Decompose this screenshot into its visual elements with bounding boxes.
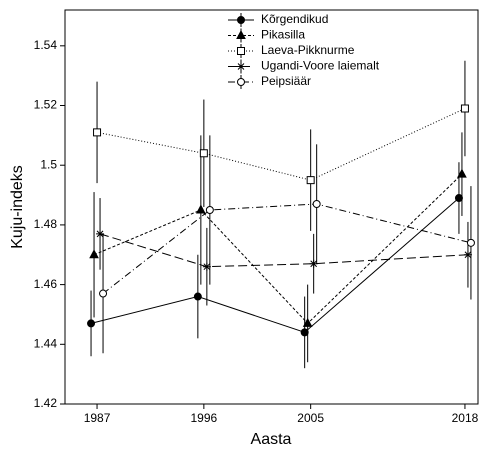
- marker: [99, 289, 108, 298]
- series-line: [96, 108, 466, 181]
- series-line: [93, 173, 463, 325]
- marker: [87, 319, 96, 328]
- y-axis-label: Kuju-indeks: [9, 165, 26, 249]
- y-tick-label: 1.48: [34, 217, 58, 231]
- y-tick-label: 1.52: [34, 98, 58, 112]
- marker: [312, 200, 321, 209]
- x-tick-label: 2005: [297, 411, 324, 425]
- marker: [466, 238, 475, 247]
- y-tick-label: 1.44: [34, 336, 58, 350]
- x-tick-label: 1987: [84, 411, 111, 425]
- marker: [89, 249, 99, 259]
- x-tick-label: 2018: [452, 411, 479, 425]
- marker: [306, 176, 315, 185]
- marker: [309, 259, 318, 268]
- x-axis-label: Aasta: [251, 431, 292, 448]
- marker: [302, 317, 313, 327]
- legend-label: Pikasilla: [261, 28, 305, 42]
- marker: [237, 16, 245, 24]
- marker: [205, 205, 214, 214]
- marker: [454, 194, 463, 203]
- marker: [460, 104, 469, 113]
- y-tick-label: 1.42: [34, 396, 58, 410]
- y-tick-label: 1.46: [34, 277, 58, 291]
- series-line: [102, 203, 472, 294]
- y-tick-label: 1.5: [40, 157, 57, 171]
- marker: [96, 229, 105, 238]
- marker: [237, 62, 245, 71]
- marker: [457, 168, 467, 178]
- series-line: [90, 197, 460, 333]
- legend-label: Laeva-Pikknurme: [261, 43, 355, 57]
- y-tick-label: 1.54: [34, 38, 58, 52]
- legend-label: Peipsiäär: [261, 74, 311, 88]
- marker: [196, 204, 206, 214]
- marker: [237, 78, 245, 86]
- marker: [463, 250, 472, 259]
- legend-label: Kõrgendikud: [261, 12, 328, 26]
- x-tick-label: 1996: [191, 411, 218, 425]
- marker: [236, 29, 246, 39]
- marker: [300, 328, 309, 337]
- plot-frame: [64, 9, 479, 405]
- legend-label: Ugandi-Voore laiemalt: [261, 59, 380, 73]
- marker: [202, 262, 211, 271]
- marker: [193, 292, 202, 301]
- marker: [199, 149, 208, 158]
- marker: [237, 47, 245, 55]
- series-line: [99, 233, 468, 268]
- marker: [93, 128, 102, 137]
